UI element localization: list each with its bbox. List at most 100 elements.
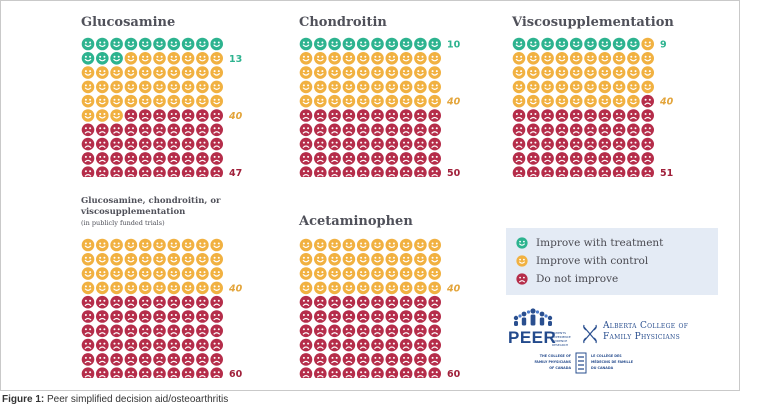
smiley-face-icon [181,66,195,79]
legend-item-improve-treatment: Improve with treatment [516,236,663,250]
smiley-face-icon [385,94,399,108]
smiley-face-icon [527,80,540,94]
frowny-face-icon [124,324,138,338]
frowny-face-icon [81,295,95,309]
smiley-face-icon [356,37,370,51]
smiley-face-icon [527,66,540,79]
frowny-face-icon [627,137,640,151]
smiley-face-icon [356,52,370,65]
smiley-face-icon [356,253,370,266]
smiley-face-icon [512,52,526,65]
frowny-face-icon [627,123,640,137]
smiley-face-icon [399,94,413,108]
icon-grid: 40 60 [81,238,243,378]
count-label-green: 13 [229,54,242,65]
frowny-face-icon [314,109,327,122]
smiley-face-icon [124,253,138,266]
frowny-face-icon [541,166,554,177]
smiley-face-icon [428,66,441,79]
smiley-face-icon [342,267,356,280]
frowny-face-icon [81,137,95,151]
frowny-face-icon [181,166,195,177]
frowny-face-icon [356,338,370,352]
frowny-face-icon [181,152,195,165]
cfpc-en-line: FAMILY PHYSICIANS [534,360,571,364]
smiley-face-icon [641,37,654,51]
smiley-face-icon [196,238,209,252]
frowny-face-icon [153,109,166,122]
smiley-face-icon [371,94,384,108]
smiley-face-icon [527,37,540,51]
frowny-face-icon [299,324,313,338]
frowny-face-icon [153,338,166,352]
frowny-face-icon [124,137,138,151]
smiley-face-icon [527,94,540,108]
frowny-face-icon [110,123,123,137]
frowny-face-icon [527,123,540,137]
frowny-face-icon [371,310,384,323]
smiley-face-icon [399,66,413,79]
cfpc-fr-line: LE COLLÈGE DES [591,354,622,358]
frowny-face-icon [124,109,138,122]
frowny-face-icon [153,367,166,378]
smiley-face-icon [385,281,399,295]
smiley-face-icon [210,37,223,51]
frowny-face-icon [328,137,341,151]
frowny-face-icon [153,152,166,165]
smiley-face-icon [385,267,399,280]
icon-grid: 10 40 50 [299,37,461,177]
smiley-face-icon [328,66,341,79]
smiley-face-icon [328,281,341,295]
frowny-face-icon [299,295,313,309]
frowny-face-icon [555,137,569,151]
frowny-face-icon [569,137,583,151]
frowny-face-icon [371,109,384,122]
smiley-face-icon [138,267,152,280]
frowny-face-icon [342,123,356,137]
smiley-face-icon [371,37,384,51]
acfp-line-1: Alberta College of [603,321,689,331]
frowny-face-icon [428,123,441,137]
smiley-face-icon [210,66,223,79]
smiley-face-icon [584,94,597,108]
smiley-face-icon [96,80,109,94]
frowny-face-icon [314,353,327,366]
frowny-face-icon [342,152,356,165]
smiley-face-icon [428,94,441,108]
frowny-face-icon [342,353,356,366]
frowny-face-icon [512,109,526,122]
frowny-face-icon [328,310,341,323]
smiley-face-icon [299,94,313,108]
frowny-face-icon [399,310,413,323]
smiley-face-icon [314,267,327,280]
count-label-green: 10 [447,40,461,51]
panel-title-text: Glucosamine, chondroitin, or viscosupple… [81,196,221,217]
smiley-face-icon [598,80,612,94]
smiley-face-icon [399,238,413,252]
smiley-face-icon [328,52,341,65]
smiley-face-icon [516,237,528,249]
smiley-face-icon [612,37,626,51]
frowny-face-icon [96,295,109,309]
frowny-face-icon [584,166,597,177]
frowny-face-icon [385,353,399,366]
smiley-face-icon [81,238,95,252]
frowny-face-icon [612,109,626,122]
smiley-face-icon [356,281,370,295]
frowny-face-icon [124,295,138,309]
frowny-face-icon [124,166,138,177]
smiley-face-icon [371,281,384,295]
acfp-wordmark: Alberta College of Family Physicians [603,321,688,343]
frowny-face-icon [110,295,123,309]
frowny-face-icon [196,137,209,151]
smiley-face-icon [110,94,123,108]
frowny-face-icon [428,353,441,366]
smiley-face-icon [167,52,181,65]
smiley-face-icon [555,52,569,65]
frowny-face-icon [428,166,441,177]
frowny-face-icon [96,152,109,165]
smiley-face-icon [124,281,138,295]
smiley-face-icon [196,94,209,108]
frowny-face-icon [512,137,526,151]
smiley-face-icon [299,37,313,51]
